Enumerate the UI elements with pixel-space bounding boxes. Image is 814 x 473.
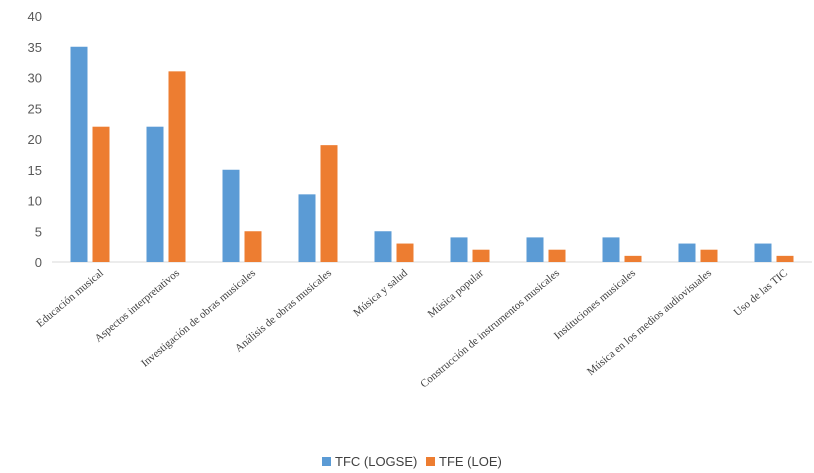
bar-tfc (146, 126, 164, 262)
bar-tfc (374, 231, 392, 262)
category-label: Construcción de instrumentos musicales (418, 267, 562, 390)
bar-tfe (168, 71, 186, 262)
category-label: Aspectos interpretativos (93, 267, 182, 345)
bar-tfe (320, 145, 338, 262)
legend-label: TFC (LOGSE) (335, 454, 417, 469)
y-tick-label: 10 (28, 194, 42, 209)
bar-tfe (396, 243, 414, 262)
category-label: Música popular (426, 267, 487, 321)
bar-tfc (678, 243, 696, 262)
category-label: Educación musical (34, 267, 106, 330)
bar-tfc (526, 237, 544, 262)
bar-tfc (70, 46, 88, 262)
bar-tfe (548, 249, 566, 262)
legend-swatch (322, 457, 331, 466)
y-tick-label: 20 (28, 132, 42, 147)
y-tick-label: 25 (28, 101, 42, 116)
bar-tfc (602, 237, 620, 262)
y-tick-label: 0 (35, 255, 42, 270)
bar-tfc (450, 237, 468, 262)
bar-tfe (92, 126, 110, 262)
y-tick-label: 15 (28, 163, 42, 178)
category-label: Instituciones musicales (552, 267, 638, 342)
y-tick-label: 30 (28, 71, 42, 86)
bar-tfe (700, 249, 718, 262)
bar-tfe (472, 249, 490, 262)
legend: TFC (LOGSE) TFE (LOE) (322, 454, 502, 469)
legend-label: TFE (LOE) (439, 454, 502, 469)
category-label: Música en los medios audiovisuales (585, 267, 714, 378)
bar-tfc (222, 169, 240, 262)
y-tick-label: 35 (28, 40, 42, 55)
bars (70, 46, 794, 262)
bar-tfc (298, 194, 316, 262)
y-tick-label: 5 (35, 224, 42, 239)
category-label: Música y salud (351, 267, 410, 319)
bar-tfc (754, 243, 772, 262)
bar-tfe (244, 231, 262, 262)
y-tick-label: 40 (28, 9, 42, 24)
legend-swatch (426, 457, 435, 466)
y-axis-ticks: 0 5 10 15 20 25 30 35 40 (28, 9, 42, 270)
category-label: Uso de las TIC (732, 267, 790, 319)
bar-tfe (624, 255, 642, 262)
bar-tfe (776, 255, 794, 262)
